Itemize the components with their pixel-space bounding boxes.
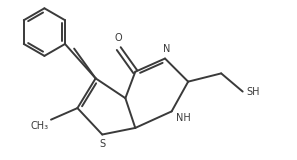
Text: SH: SH xyxy=(247,87,260,97)
Text: NH: NH xyxy=(176,113,190,123)
Text: O: O xyxy=(115,33,123,43)
Text: N: N xyxy=(163,44,170,54)
Text: CH₃: CH₃ xyxy=(30,121,48,131)
Text: S: S xyxy=(99,140,105,149)
